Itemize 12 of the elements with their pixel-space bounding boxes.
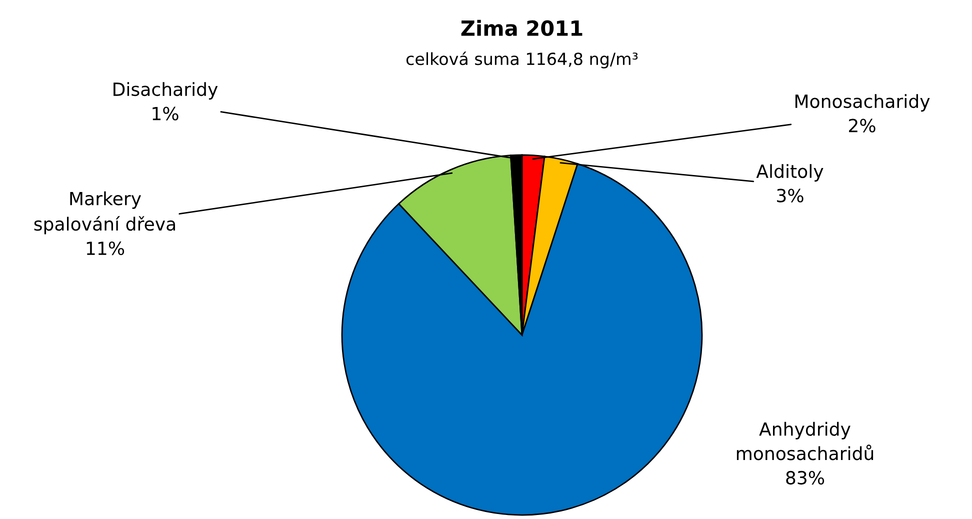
slice-label: Markery spalování dřeva bbox=[34, 191, 175, 234]
slice-label: Alditoly bbox=[756, 164, 824, 182]
chart-title: Zima 2011 bbox=[461, 20, 582, 36]
slice-label: Anhydridy monosacharidů bbox=[736, 422, 874, 460]
slice-label: Monosacharidy bbox=[795, 94, 930, 112]
data-label: 83% bbox=[786, 470, 824, 485]
chart-subtitle: celková suma 1164,8 ng/m³ bbox=[406, 52, 638, 68]
data-label: 1% bbox=[152, 106, 178, 120]
slice-label: Disacharidy bbox=[114, 82, 218, 100]
data-label: 3% bbox=[777, 188, 804, 202]
data-label: 11% bbox=[86, 241, 124, 256]
data-label: 2% bbox=[849, 118, 876, 132]
